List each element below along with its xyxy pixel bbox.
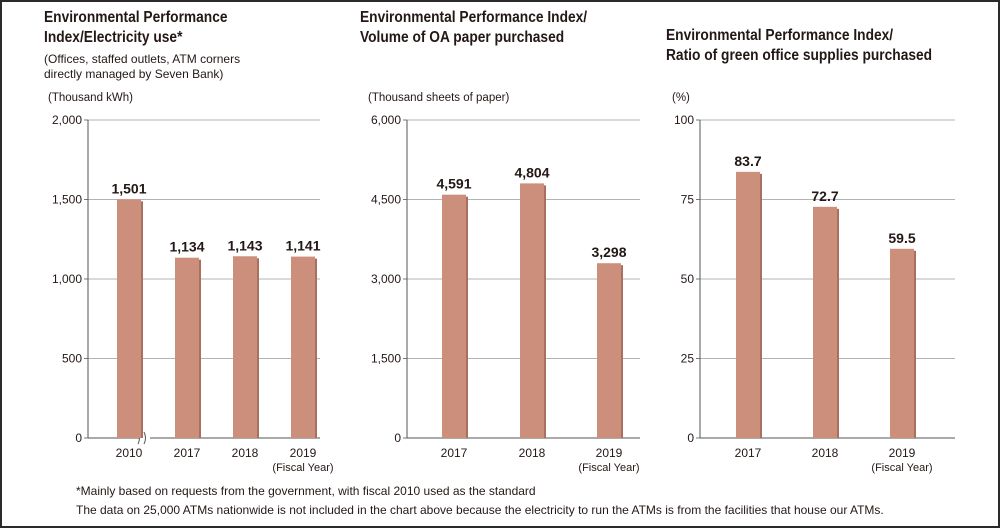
x-category-label: 2019 [889, 446, 916, 460]
x-category-label: 2019 [596, 446, 623, 460]
bar-value-label: 59.5 [888, 230, 915, 246]
bar-value-label: 3,298 [591, 244, 626, 260]
bar-value-label: 72.7 [811, 188, 838, 204]
bar-value-label: 4,804 [514, 164, 549, 180]
bar-value-label: 83.7 [734, 153, 761, 169]
bar-value-label: 4,591 [436, 176, 471, 192]
bar-value-label: 1,141 [285, 238, 320, 254]
y-tick-label: 500 [62, 352, 82, 366]
x-unit-label: (Fiscal Year) [871, 462, 932, 474]
bar [890, 248, 914, 438]
footnote-standard: *Mainly based on requests from the gover… [76, 484, 536, 498]
y-tick-label: 1,000 [52, 272, 82, 286]
y-tick-label: 3,000 [371, 272, 401, 286]
footnote-atm-exclusion: The data on 25,000 ATMs nationwide is no… [76, 503, 884, 517]
x-category-label: 2018 [812, 446, 839, 460]
y-tick-label: 6,000 [371, 113, 401, 127]
y-tick-label: 0 [75, 431, 82, 445]
y-tick-label: 1,500 [371, 352, 401, 366]
chart1-title-line2: Index/Electricity use* [44, 29, 183, 46]
y-tick-label: 25 [681, 352, 695, 366]
chart3-title: Environmental Performance Index/ Ratio o… [666, 26, 932, 66]
x-category-label: 2019 [290, 446, 317, 460]
bar [175, 257, 199, 438]
chart2-title-line2: Volume of OA paper purchased [360, 29, 565, 46]
bar-value-label: 1,143 [227, 237, 262, 253]
x-unit-label: (Fiscal Year) [578, 462, 639, 474]
y-tick-label: 75 [681, 193, 695, 207]
bar [117, 199, 141, 438]
x-category-label: 2010 [116, 446, 143, 460]
y-tick-label: 50 [681, 272, 695, 286]
y-tick-label: 0 [687, 431, 694, 445]
chart2-title: Environmental Performance Index/ Volume … [360, 8, 587, 48]
bar [813, 206, 837, 438]
bar [291, 256, 315, 438]
chart3-title-line1: Environmental Performance Index/ [666, 27, 894, 44]
bar-value-label: 1,134 [169, 239, 204, 255]
chart1-subtitle: (Offices, staffed outlets, ATM corners d… [44, 52, 240, 82]
x-unit-label: (Fiscal Year) [272, 462, 333, 474]
bar [736, 171, 760, 439]
bar [597, 263, 621, 438]
y-tick-label: 100 [674, 113, 694, 127]
y-tick-label: 0 [394, 431, 401, 445]
chart1-title: Environmental Performance Index/Electric… [44, 8, 228, 48]
x-category-label: 2017 [174, 446, 201, 460]
bar [520, 183, 544, 438]
chart1-title-line1: Environmental Performance [44, 9, 228, 26]
x-category-label: 2017 [441, 446, 468, 460]
y-tick-label: 2,000 [52, 113, 82, 127]
x-category-label: 2018 [232, 446, 259, 460]
y-tick-label: 4,500 [371, 193, 401, 207]
chart1-subtitle-line1: (Offices, staffed outlets, ATM corners [44, 52, 241, 66]
chart2-unit-label: (Thousand sheets of paper) [368, 92, 510, 104]
chart2-title-line1: Environmental Performance Index/ [360, 9, 588, 26]
bar [233, 256, 257, 438]
x-category-label: 2018 [519, 446, 546, 460]
chart1-unit-label: (Thousand kWh) [48, 92, 134, 104]
bar [442, 194, 466, 438]
y-tick-label: 1,500 [52, 193, 82, 207]
chart1-subtitle-line2: directly managed by Seven Bank) [44, 67, 224, 81]
chart3-title-line2: Ratio of green office supplies purchased [666, 47, 933, 64]
bar-value-label: 1,501 [111, 180, 146, 196]
chart3-unit-label: (%) [672, 92, 690, 104]
x-category-label: 2017 [735, 446, 762, 460]
